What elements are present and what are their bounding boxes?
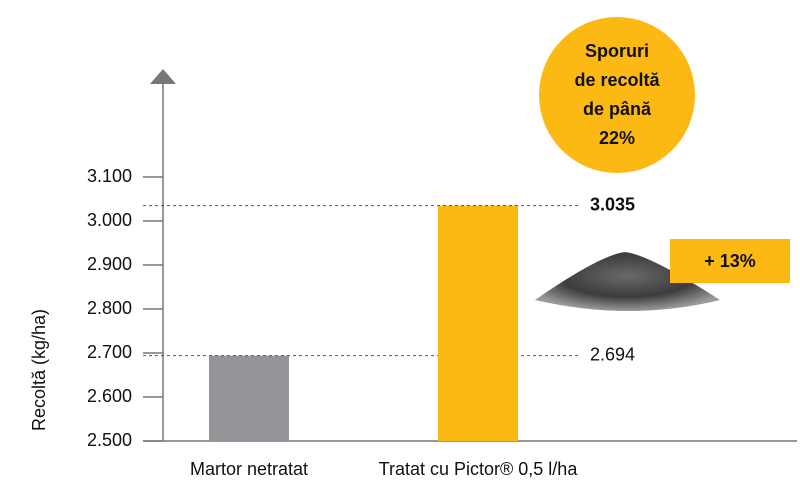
bar xyxy=(209,356,289,441)
badge-text: Sporuri xyxy=(585,41,649,61)
y-tick-label: 2.800 xyxy=(87,298,132,318)
y-axis-label: Recoltă (kg/ha) xyxy=(29,309,49,431)
y-tick-label: 2.500 xyxy=(87,430,132,450)
badge-text: de până xyxy=(583,99,652,119)
value-label: 2.694 xyxy=(590,344,635,364)
y-tick-label: 3.000 xyxy=(87,210,132,230)
bar xyxy=(438,206,518,441)
badge-text: 22% xyxy=(599,128,635,148)
axis-arrow xyxy=(150,69,176,84)
highlight-text: + 13% xyxy=(704,251,756,271)
chart: Recoltă (kg/ha) 2.500 2.600 2.700 2.800 2.90… xyxy=(0,0,800,487)
x-tick-label: Martor netratat xyxy=(190,459,308,479)
y-tick-label: 2.600 xyxy=(87,386,132,406)
y-tick-label: 3.100 xyxy=(87,166,132,186)
badge-text: de recoltă xyxy=(574,70,660,90)
value-label: 3.035 xyxy=(590,194,635,214)
y-tick-label: 2.900 xyxy=(87,254,132,274)
y-tick-label: 2.700 xyxy=(87,342,132,362)
x-tick-label: Tratat cu Pictor® 0,5 l/ha xyxy=(379,459,579,479)
